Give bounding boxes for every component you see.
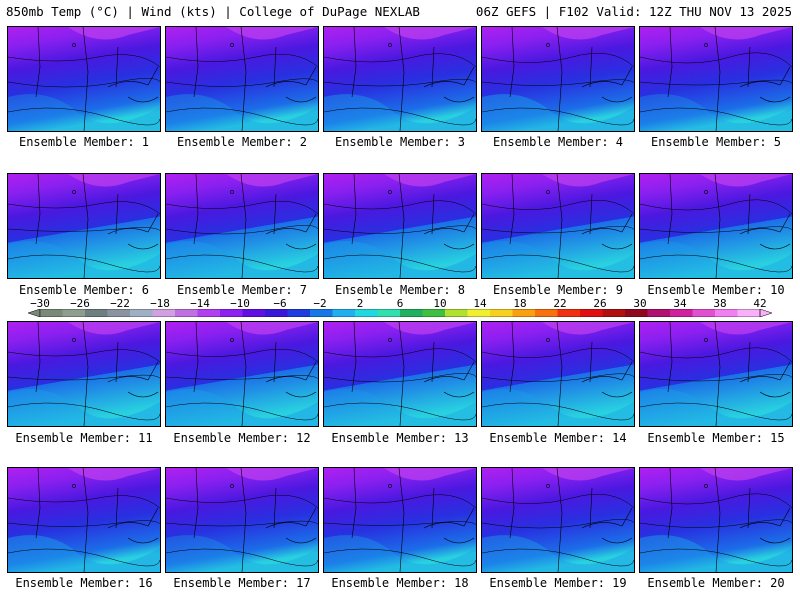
ensemble-member-label: Ensemble Member: 5 — [650, 135, 782, 149]
ensemble-map-panel — [323, 26, 477, 132]
ensemble-member-label: Ensemble Member: 15 — [647, 431, 785, 445]
ensemble-map-panel — [7, 173, 161, 279]
ensemble-member-label: Ensemble Member: 2 — [176, 135, 308, 149]
colorbar-swatch — [355, 309, 378, 317]
colorbar-tick-label: 2 — [356, 297, 364, 310]
colorbar-swatch — [400, 309, 423, 317]
colorbar-tick-label: 6 — [396, 297, 404, 310]
colorbar-tick-label: −14 — [190, 297, 210, 310]
colorbar-tick-label: −10 — [230, 297, 250, 310]
colorbar-swatch — [377, 309, 401, 317]
colorbar-swatch — [535, 309, 558, 317]
ensemble-member-label: Ensemble Member: 19 — [489, 576, 627, 590]
colorbar-tick-label: −18 — [150, 297, 170, 310]
colorbar-swatch — [85, 309, 108, 317]
colorbar-swatch — [670, 309, 693, 317]
ensemble-map-panel — [639, 173, 793, 279]
colorbar-tick-label: 42 — [753, 297, 767, 310]
colorbar-swatch — [625, 309, 648, 317]
ensemble-member-label: Ensemble Member: 3 — [334, 135, 466, 149]
colorbar-swatch — [265, 309, 288, 317]
ensemble-map-panel — [323, 321, 477, 427]
colorbar-left-arrow — [28, 309, 41, 317]
ensemble-member-label: Ensemble Member: 13 — [331, 431, 469, 445]
colorbar-tick-label: −22 — [110, 297, 130, 310]
colorbar-tick-label: 38 — [713, 297, 727, 310]
ensemble-member-label: Ensemble Member: 8 — [334, 283, 466, 297]
colorbar-swatch — [445, 309, 468, 317]
colorbar-swatch — [467, 309, 491, 317]
colorbar-tick-label: 22 — [553, 297, 567, 310]
ensemble-map-panel — [7, 321, 161, 427]
ensemble-map-panel — [639, 26, 793, 132]
colorbar-swatch — [310, 309, 333, 317]
ensemble-member-label: Ensemble Member: 4 — [492, 135, 624, 149]
colorbar-swatch — [580, 309, 603, 317]
colorbar-tick-label: 10 — [433, 297, 447, 310]
colorbar-swatch — [287, 309, 311, 317]
ensemble-member-label: Ensemble Member: 1 — [18, 135, 150, 149]
ensemble-member-label: Ensemble Member: 12 — [173, 431, 311, 445]
colorbar-tick-label: −26 — [70, 297, 90, 310]
colorbar-swatch — [692, 309, 716, 317]
colorbar — [28, 309, 772, 317]
colorbar-swatch — [62, 309, 86, 317]
colorbar-tick-label: −30 — [30, 297, 50, 310]
colorbar-swatch — [512, 309, 536, 317]
colorbar-tick-label: 26 — [593, 297, 607, 310]
colorbar-tick-label: 30 — [633, 297, 647, 310]
colorbar-outline — [39, 309, 761, 317]
colorbar-tick-label: 34 — [673, 297, 687, 310]
colorbar-swatch — [715, 309, 738, 317]
colorbar-swatch — [220, 309, 243, 317]
colorbar-swatch — [107, 309, 131, 317]
ensemble-map-panel — [323, 173, 477, 279]
ensemble-map-panel — [7, 467, 161, 573]
ensemble-map-panel — [165, 173, 319, 279]
colorbar-swatch — [422, 309, 446, 317]
ensemble-map-panel — [481, 26, 635, 132]
colorbar-tick-label: −2 — [313, 297, 327, 310]
ensemble-member-label: Ensemble Member: 6 — [18, 283, 150, 297]
colorbar-swatch — [332, 309, 356, 317]
ensemble-map-panel — [481, 467, 635, 573]
ensemble-map-panel — [639, 467, 793, 573]
colorbar-swatch — [40, 309, 63, 317]
ensemble-member-label: Ensemble Member: 18 — [331, 576, 469, 590]
ensemble-member-label: Ensemble Member: 11 — [15, 431, 153, 445]
colorbar-tick-label: −6 — [273, 297, 287, 310]
ensemble-map-panel — [165, 321, 319, 427]
ensemble-member-label: Ensemble Member: 14 — [489, 431, 627, 445]
header-valid-time: 06Z GEFS | F102 Valid: 12Z THU NOV 13 20… — [475, 4, 792, 19]
ensemble-map-panel — [7, 26, 161, 132]
ensemble-map-panel — [481, 321, 635, 427]
ensemble-member-label: Ensemble Member: 10 — [647, 283, 785, 297]
ensemble-map-panel — [639, 321, 793, 427]
colorbar-right-arrow — [759, 309, 772, 317]
colorbar-swatch — [737, 309, 761, 317]
ensemble-member-label: Ensemble Member: 16 — [15, 576, 153, 590]
colorbar-swatch — [557, 309, 581, 317]
ensemble-map-panel — [323, 467, 477, 573]
colorbar-tick-label: 18 — [513, 297, 527, 310]
ensemble-member-label: Ensemble Member: 9 — [492, 283, 624, 297]
colorbar-swatch — [130, 309, 153, 317]
colorbar-swatch — [242, 309, 266, 317]
colorbar-swatch — [647, 309, 671, 317]
ensemble-member-label: Ensemble Member: 17 — [173, 576, 311, 590]
ensemble-member-label: Ensemble Member: 20 — [647, 576, 785, 590]
header-title: 850mb Temp (°C) | Wind (kts) | College o… — [6, 4, 420, 19]
ensemble-map-panel — [165, 26, 319, 132]
ensemble-map-panel — [481, 173, 635, 279]
ensemble-map-panel — [165, 467, 319, 573]
ensemble-member-label: Ensemble Member: 7 — [176, 283, 308, 297]
colorbar-swatch — [197, 309, 221, 317]
colorbar-swatch — [175, 309, 198, 317]
colorbar-swatch — [152, 309, 176, 317]
colorbar-tick-label: 14 — [473, 297, 487, 310]
colorbar-swatch — [490, 309, 513, 317]
colorbar-swatch — [602, 309, 626, 317]
